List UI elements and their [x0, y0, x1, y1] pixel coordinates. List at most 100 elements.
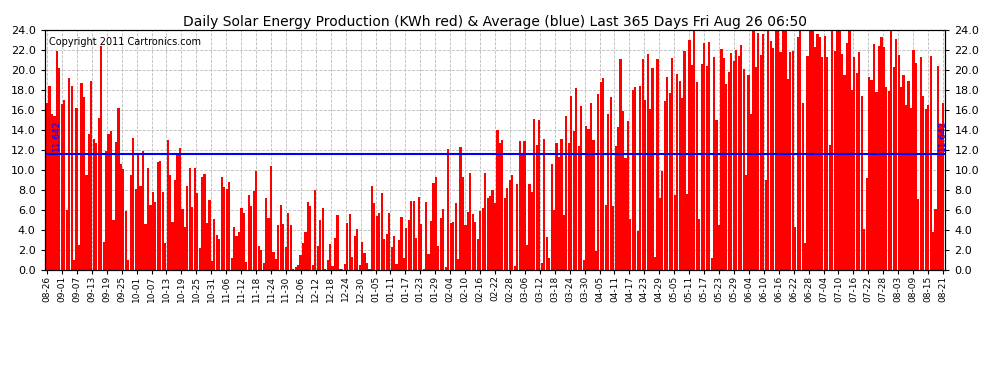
- Bar: [782, 30, 784, 270]
- Bar: [127, 260, 130, 270]
- Bar: [78, 245, 80, 270]
- Bar: [733, 61, 735, 270]
- Bar: [898, 55, 900, 270]
- Bar: [723, 58, 725, 270]
- Bar: [272, 252, 274, 270]
- Bar: [839, 30, 841, 270]
- Bar: [534, 119, 536, 270]
- Bar: [415, 237, 418, 270]
- Bar: [777, 30, 779, 270]
- Bar: [125, 211, 127, 270]
- Bar: [408, 220, 410, 270]
- Bar: [262, 262, 264, 270]
- Bar: [774, 30, 777, 270]
- Bar: [558, 157, 560, 270]
- Bar: [294, 267, 297, 270]
- Bar: [221, 177, 223, 270]
- Bar: [749, 114, 752, 270]
- Bar: [890, 30, 892, 270]
- Bar: [140, 186, 142, 270]
- Bar: [334, 238, 337, 270]
- Bar: [371, 186, 373, 270]
- Bar: [794, 226, 796, 270]
- Bar: [423, 269, 425, 270]
- Bar: [454, 203, 456, 270]
- Bar: [640, 87, 642, 270]
- Bar: [607, 114, 609, 270]
- Bar: [752, 30, 754, 270]
- Bar: [570, 96, 572, 270]
- Bar: [728, 72, 730, 270]
- Bar: [400, 217, 403, 270]
- Bar: [137, 153, 140, 270]
- Bar: [853, 57, 855, 270]
- Bar: [941, 103, 944, 270]
- Bar: [277, 225, 279, 270]
- Bar: [361, 242, 363, 270]
- Bar: [855, 74, 858, 270]
- Bar: [445, 267, 446, 270]
- Bar: [216, 235, 218, 270]
- Bar: [927, 105, 930, 270]
- Bar: [317, 246, 319, 270]
- Bar: [440, 218, 442, 270]
- Bar: [241, 208, 243, 270]
- Bar: [809, 30, 811, 270]
- Bar: [812, 30, 814, 270]
- Bar: [499, 143, 501, 270]
- Bar: [98, 118, 100, 270]
- Bar: [88, 134, 90, 270]
- Bar: [903, 75, 905, 270]
- Bar: [585, 126, 587, 270]
- Bar: [807, 56, 809, 270]
- Bar: [53, 116, 55, 270]
- Bar: [553, 210, 555, 270]
- Bar: [376, 216, 378, 270]
- Bar: [940, 124, 941, 270]
- Bar: [443, 209, 445, 270]
- Bar: [481, 208, 484, 270]
- Bar: [68, 78, 70, 270]
- Bar: [491, 190, 494, 270]
- Bar: [858, 53, 860, 270]
- Bar: [290, 225, 292, 270]
- Bar: [390, 247, 393, 270]
- Bar: [932, 232, 935, 270]
- Bar: [403, 258, 405, 270]
- Bar: [332, 266, 334, 270]
- Bar: [329, 243, 332, 270]
- Bar: [764, 180, 767, 270]
- Bar: [875, 92, 878, 270]
- Bar: [827, 57, 829, 270]
- Bar: [395, 264, 398, 270]
- Bar: [206, 223, 208, 270]
- Bar: [819, 38, 821, 270]
- Bar: [883, 47, 885, 270]
- Bar: [686, 195, 688, 270]
- Bar: [255, 171, 257, 270]
- Bar: [186, 186, 188, 270]
- Bar: [701, 64, 703, 270]
- Bar: [132, 138, 135, 270]
- Bar: [179, 147, 181, 270]
- Bar: [80, 83, 82, 270]
- Bar: [319, 220, 322, 270]
- Bar: [108, 134, 110, 270]
- Bar: [203, 174, 206, 270]
- Bar: [469, 173, 471, 270]
- Bar: [161, 192, 163, 270]
- Bar: [703, 43, 705, 270]
- Bar: [560, 139, 562, 270]
- Bar: [110, 130, 112, 270]
- Bar: [617, 127, 619, 270]
- Bar: [405, 228, 408, 270]
- Bar: [918, 200, 920, 270]
- Bar: [494, 203, 496, 270]
- Bar: [759, 55, 762, 270]
- Bar: [779, 52, 782, 270]
- Bar: [337, 215, 339, 270]
- Bar: [213, 219, 216, 270]
- Bar: [418, 198, 420, 270]
- Bar: [673, 195, 676, 270]
- Bar: [637, 231, 639, 270]
